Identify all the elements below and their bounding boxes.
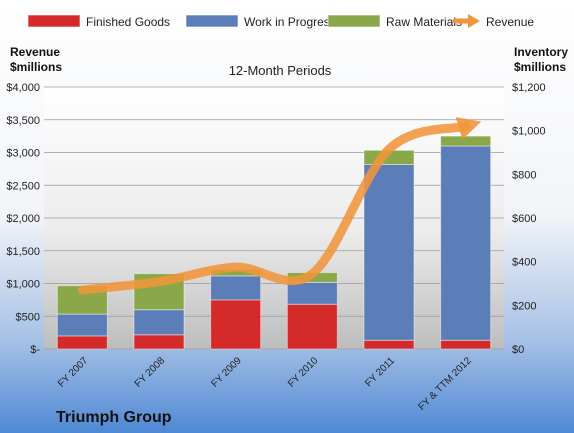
bar-finished-goods [133,334,185,350]
right-axis-title-line1: Inventory [514,45,568,59]
legend-label: Finished Goods [86,15,170,29]
bar-work-in-progress [363,164,415,341]
right-tick-label: $200 [512,300,536,312]
gridlines [44,86,504,350]
right-tick-label: $800 [512,169,536,181]
bar-work-in-progress [440,145,492,341]
left-tick-label: $- [30,344,40,356]
legend-swatch [27,14,81,28]
bar-raw-materials [440,135,492,147]
bars [56,135,492,350]
chart-subtitle: 12-Month Periods [229,63,332,78]
right-axis-ticks: $0 $200 $400 $600 $800 $1,000 $1,200 [512,82,546,356]
right-tick-label: $600 [512,213,536,225]
legend-label: Revenue [486,15,534,29]
bar-work-in-progress [56,313,108,337]
legend-swatch [185,14,239,28]
company-name: Triumph Group [56,409,172,426]
bar-finished-goods [56,335,108,350]
left-axis-ticks: $- $500 $1,000 $1,500 $2,000 $2,500 $3,000 $3,5… [6,82,40,356]
left-tick-label: $1,500 [6,246,40,258]
left-tick-label: $4,000 [6,82,40,94]
legend-revenue-arrow [468,14,480,28]
left-tick-label: $2,500 [6,180,40,192]
left-tick-label: $1,000 [6,279,40,291]
right-axis-title-line2: $millions [514,60,566,74]
left-tick-label: $2,000 [6,213,40,225]
right-tick-label: $0 [512,344,524,356]
legend-label: Work in Progress [244,15,336,29]
bar-work-in-progress [286,281,338,305]
right-tick-label: $400 [512,257,536,269]
revenue-line-path [77,117,482,295]
bar-finished-goods [286,303,338,350]
left-tick-label: $500 [16,311,40,323]
bar-finished-goods [440,339,492,350]
legend: Finished Goods Work in Progress Raw Materi… [27,14,534,29]
left-tick-label: $3,500 [6,115,40,127]
legend-label: Raw Materials [386,15,462,29]
revenue-line [77,117,482,295]
bar-work-in-progress [133,309,185,336]
left-axis-title-line2: $millions [10,60,62,74]
bar-finished-goods [363,339,415,350]
left-tick-label: $3,000 [6,148,40,160]
right-tick-label: $1,200 [512,82,546,94]
legend-swatch [327,14,381,28]
right-tick-label: $1,000 [512,126,546,138]
bar-finished-goods [210,299,262,350]
left-axis-title-line1: Revenue [10,45,60,59]
bar-work-in-progress [210,275,262,301]
